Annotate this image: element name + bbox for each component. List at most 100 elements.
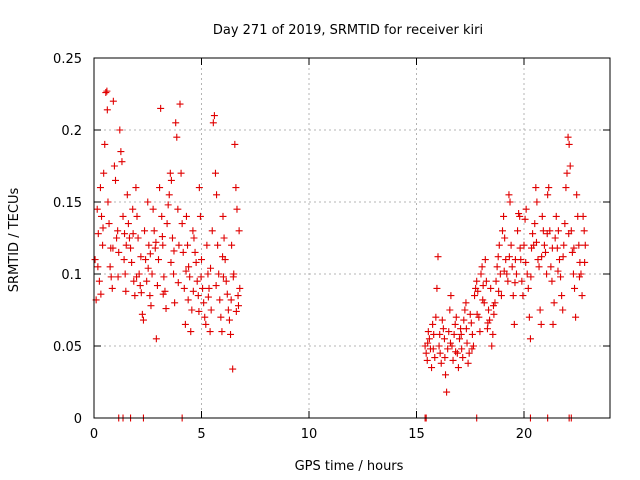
data-point: [229, 273, 237, 281]
y-tick-label: 0.15: [53, 196, 82, 211]
data-point: [510, 320, 518, 328]
data-point: [164, 201, 172, 209]
data-point: [509, 292, 517, 300]
data-point: [451, 320, 459, 328]
data-point: [563, 169, 571, 177]
data-point: [93, 205, 101, 213]
data-point: [229, 365, 237, 373]
data-point: [423, 356, 431, 364]
data-point: [124, 220, 132, 228]
data-point: [158, 212, 166, 220]
data-point: [463, 339, 471, 347]
data-point: [170, 270, 178, 278]
data-point: [457, 330, 465, 338]
data-point: [489, 302, 497, 310]
data-point: [196, 212, 204, 220]
y-tick-label: 0.1: [61, 268, 82, 283]
data-point: [443, 388, 451, 396]
data-point: [446, 339, 454, 347]
data-point: [533, 198, 541, 206]
data-point: [476, 328, 484, 336]
data-point: [551, 234, 559, 242]
data-point: [95, 277, 103, 285]
data-point: [188, 306, 196, 314]
data-point: [114, 273, 122, 281]
data-point: [532, 184, 540, 192]
data-point: [214, 241, 222, 249]
data-point: [149, 205, 157, 213]
data-point: [174, 205, 182, 213]
data-point: [167, 176, 175, 184]
data-point: [496, 270, 504, 278]
data-point: [522, 258, 530, 266]
data-point: [580, 227, 588, 235]
data-point: [436, 349, 444, 357]
data-point: [207, 306, 215, 314]
data-point: [184, 241, 192, 249]
data-point: [561, 220, 569, 228]
data-point: [467, 319, 475, 327]
data-point: [565, 230, 573, 238]
data-point: [123, 191, 131, 199]
data-point: [500, 267, 508, 275]
x-tick-label: 5: [197, 427, 205, 442]
data-point: [436, 330, 444, 338]
data-point: [209, 119, 217, 127]
data-point: [157, 104, 165, 112]
data-point: [224, 306, 232, 314]
data-point: [506, 198, 514, 206]
data-point: [527, 273, 535, 281]
data-point: [117, 148, 125, 156]
data-point: [499, 227, 506, 235]
data-point: [155, 256, 162, 264]
data-point: [133, 273, 141, 281]
data-point: [231, 140, 239, 148]
data-point: [570, 244, 578, 252]
data-point: [227, 330, 235, 338]
data-point: [479, 282, 487, 290]
chart-title: Day 271 of 2019, SRMTID for receiver kir…: [213, 23, 483, 38]
data-point: [432, 313, 440, 321]
data-point: [554, 267, 562, 275]
data-point: [227, 296, 235, 304]
data-point: [156, 184, 164, 192]
data-point: [581, 241, 589, 249]
data-point: [431, 354, 439, 362]
data-point: [233, 205, 241, 213]
data-point: [144, 264, 152, 272]
data-point: [235, 227, 243, 235]
data-point: [104, 198, 112, 206]
data-point: [103, 87, 111, 95]
data-point: [202, 320, 210, 328]
data-point: [504, 277, 512, 285]
data-point: [96, 184, 104, 192]
data-point: [531, 220, 539, 228]
data-point: [206, 328, 214, 336]
data-point: [424, 339, 432, 347]
data-point: [429, 345, 437, 353]
data-point: [508, 263, 516, 271]
data-point: [138, 310, 146, 318]
data-point: [168, 234, 176, 242]
data-point: [429, 320, 437, 328]
data-point: [464, 359, 472, 367]
data-point: [222, 277, 230, 285]
data-point: [495, 287, 503, 295]
data-point: [189, 227, 197, 235]
data-point: [473, 310, 481, 318]
data-point: [548, 244, 556, 252]
data-point: [495, 241, 503, 249]
data-point: [466, 310, 474, 318]
data-point: [538, 212, 546, 220]
data-point: [190, 234, 198, 242]
data-point: [215, 270, 223, 278]
data-point: [212, 282, 220, 290]
data-point: [153, 282, 161, 290]
data-point: [112, 176, 119, 184]
data-point: [207, 264, 215, 272]
data-point: [525, 313, 533, 321]
data-point: [565, 140, 573, 148]
data-point: [501, 234, 509, 242]
data-point: [152, 238, 160, 246]
data-point: [559, 306, 567, 314]
